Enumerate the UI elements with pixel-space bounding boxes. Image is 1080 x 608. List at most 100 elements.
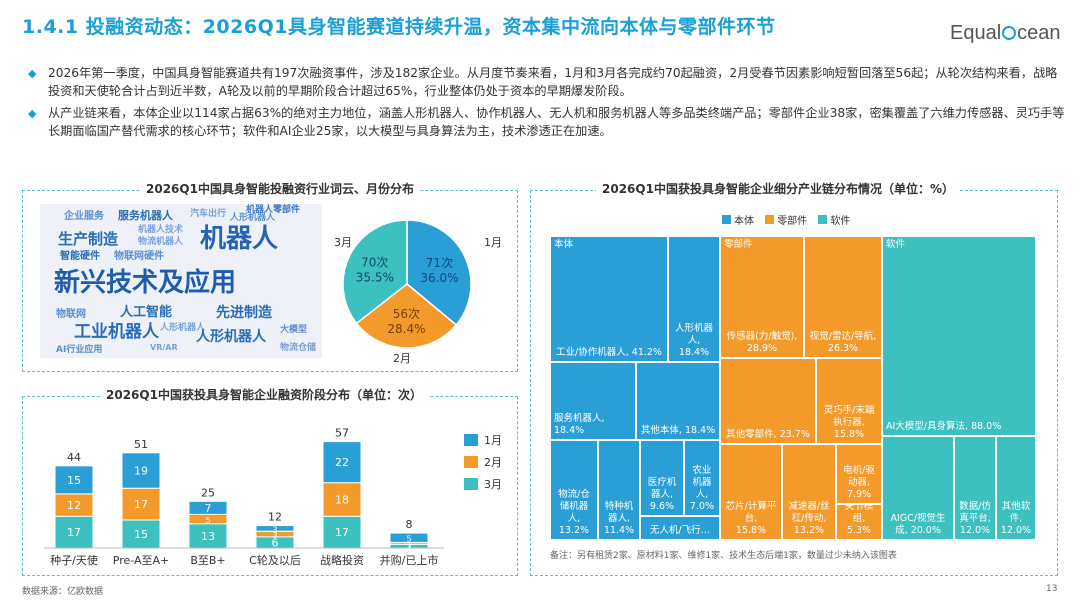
wc-word: 物流仓储 bbox=[280, 343, 317, 353]
bar-category-label: 战略投资 bbox=[320, 553, 364, 567]
bar-segment-1月 bbox=[389, 532, 429, 543]
bar-segment-2月 bbox=[121, 487, 161, 521]
pie-value-label: 70次 bbox=[361, 255, 388, 269]
treemap-cell-medical: 医疗机器人, 9.6% bbox=[640, 440, 684, 516]
wordcloud-panel-title: 2026Q1中国具身智能投融资行业词云、月份分布 bbox=[140, 180, 420, 197]
legend-swatch bbox=[765, 215, 775, 224]
wc-word: 机器人零部件 bbox=[246, 205, 301, 215]
legend-lingbujian: 零部件 bbox=[765, 215, 807, 227]
bar-legend-label: 3月 bbox=[484, 478, 502, 491]
pie-month-label: 1月 bbox=[484, 236, 502, 249]
wc-word: 人形机器人 bbox=[230, 213, 276, 223]
treemap-cell-other-soft: 其他软件, 12.0% bbox=[996, 436, 1036, 540]
page-number: 13 bbox=[1046, 584, 1058, 594]
treemap-cell-drone: 无人机/飞行… bbox=[640, 516, 720, 540]
group-label-lingbujian: 零部件 bbox=[724, 239, 753, 250]
group-label-ruanjian: 软件 bbox=[886, 239, 906, 250]
wc-word: 新兴技术及应用 bbox=[54, 268, 237, 298]
pie-percent-label: 35.5% bbox=[356, 270, 394, 284]
bullet-industry-chain: ◆ 从产业链来看，本体企业以114家占据63%的绝对主力地位，涵盖人形机器人、协作… bbox=[28, 104, 1068, 140]
bar-segment-1月 bbox=[121, 452, 161, 489]
diamond-bullet-icon: ◆ bbox=[28, 107, 37, 120]
bar-segment-label: 5 bbox=[205, 516, 210, 525]
legend-swatch bbox=[722, 215, 731, 224]
group-label-benti: 本体 bbox=[554, 239, 574, 250]
treemap-cell-vision: 视觉/雷达/导航, 26.3% bbox=[804, 236, 882, 358]
wc-word: 机器人技术 bbox=[138, 225, 184, 235]
bar-segment-label: 19 bbox=[134, 465, 148, 478]
bar-legend-swatch bbox=[464, 478, 478, 490]
stage-stacked-bar-chart: 17121544种子/天使15171951Pre-A至A+135725B至B+6… bbox=[44, 427, 502, 567]
legend-swatch bbox=[818, 215, 828, 224]
bar-legend-label: 1月 bbox=[484, 434, 502, 447]
bar-total-label: 51 bbox=[134, 438, 148, 451]
bar-legend-swatch bbox=[464, 434, 478, 446]
treemap-cell-logistics: 物流/仓储机器人, 13.2% bbox=[550, 440, 598, 540]
bar-category-label: Pre-A至A+ bbox=[113, 554, 169, 567]
bar-segment-1月 bbox=[322, 441, 362, 484]
wc-word: 大模型 bbox=[280, 325, 308, 335]
bar-total-label: 44 bbox=[67, 451, 81, 464]
wc-word: 企业服务 bbox=[64, 211, 104, 222]
bar-legend-label: 2月 bbox=[484, 456, 502, 469]
wc-word: 汽车出行 bbox=[190, 209, 227, 219]
pie-slice-2 bbox=[355, 283, 458, 349]
bar-total-label: 12 bbox=[268, 511, 282, 524]
bar-segment-3月 bbox=[54, 515, 94, 549]
wc-word: 物联网硬件 bbox=[114, 251, 164, 262]
treemap-cell-motor: 电机/驱动器, 7.9% bbox=[836, 444, 882, 504]
wc-word: 物联网 bbox=[56, 309, 86, 320]
pie-value-label: 56次 bbox=[393, 307, 420, 321]
treemap-cell-special: 特种机器人, 11.4% bbox=[598, 440, 640, 540]
treemap-cell-other-benti: 其他本体, 18.4% bbox=[636, 362, 720, 440]
treemap-panel-title: 2026Q1中国获投具身智能企业细分产业链分布情况（单位：%） bbox=[596, 180, 960, 197]
data-source: 数据来源：亿欧数据 bbox=[22, 587, 104, 597]
bar-segment-label: 12 bbox=[67, 499, 81, 512]
legend-benti: 本体 bbox=[722, 215, 754, 227]
bar-segment-label: 17 bbox=[67, 526, 81, 539]
bar-segment-label: 1 bbox=[406, 540, 411, 549]
treemap-cell-joint: 关节模组, 5.3% bbox=[836, 504, 882, 540]
bar-segment-3月 bbox=[188, 523, 228, 549]
bar-total-label: 25 bbox=[201, 486, 215, 499]
bar-segment-label: 6 bbox=[272, 536, 279, 549]
bar-segment-label: 3 bbox=[272, 525, 277, 534]
page-title: 1.4.1 投融资动态：2026Q1具身智能赛道持续升温，资本集中流向本体与零部… bbox=[22, 16, 776, 38]
treemap-cell-chip: 芯片/计算平台, 15.8% bbox=[720, 444, 782, 540]
bar-segment-label: 3 bbox=[272, 531, 277, 540]
pie-percent-label: 36.0% bbox=[420, 271, 458, 285]
bar-segment-label: 17 bbox=[134, 498, 148, 511]
bar-segment-1月 bbox=[54, 465, 94, 495]
treemap-cell-humanoid: 人形机器人, 18.4% bbox=[668, 236, 720, 362]
treemap-cell-force-sensor: 零部件 传感器(力/触觉), 28.9% bbox=[720, 236, 804, 358]
treemap-cell-ai-model: 软件 AI大模型/具身算法, 88.0% bbox=[882, 236, 1036, 436]
pie-slice-1 bbox=[406, 219, 472, 326]
bar-segment-label: 5 bbox=[406, 535, 411, 544]
wc-word: 工业机器人 bbox=[74, 322, 159, 342]
wc-word: 机器人 bbox=[200, 224, 279, 254]
legend-ruanjian: 软件 bbox=[818, 215, 850, 227]
bar-segment-label: 15 bbox=[134, 528, 148, 541]
logo-text-left: Equal bbox=[950, 22, 1002, 44]
wc-word: VR/AR bbox=[150, 343, 178, 352]
wc-word: 人形机器人 bbox=[160, 323, 206, 333]
wc-word: 生产制造 bbox=[58, 230, 119, 248]
bar-category-label: 并购/已上市 bbox=[380, 553, 439, 567]
bar-segment-1月 bbox=[188, 500, 228, 515]
bar-segment-label: 13 bbox=[201, 530, 215, 543]
summary-bullets: ◆ 2026年第一季度，中国具身智能赛道共有197次融资事件，涉及182家企业。从… bbox=[28, 64, 1068, 144]
bar-total-label: 57 bbox=[335, 427, 349, 440]
bar-panel-title: 2026Q1中国获投具身智能企业融资阶段分布（单位：次） bbox=[100, 386, 428, 403]
bar-category-label: B至B+ bbox=[190, 554, 225, 567]
bar-segment-label: 15 bbox=[67, 474, 81, 487]
bullet-financing-overview: ◆ 2026年第一季度，中国具身智能赛道共有197次融资事件，涉及182家企业。从… bbox=[28, 64, 1068, 100]
bar-segment-1月 bbox=[255, 525, 295, 532]
wc-word: 物流机器人 bbox=[138, 237, 184, 247]
diamond-bullet-icon: ◆ bbox=[28, 67, 37, 80]
pie-percent-label: 28.4% bbox=[387, 322, 425, 336]
wc-word: 服务机器人 bbox=[118, 209, 173, 222]
wc-word: 人形机器人 bbox=[196, 329, 266, 345]
wc-word: 先进制造 bbox=[216, 305, 272, 321]
bar-segment-label: 18 bbox=[335, 493, 349, 506]
